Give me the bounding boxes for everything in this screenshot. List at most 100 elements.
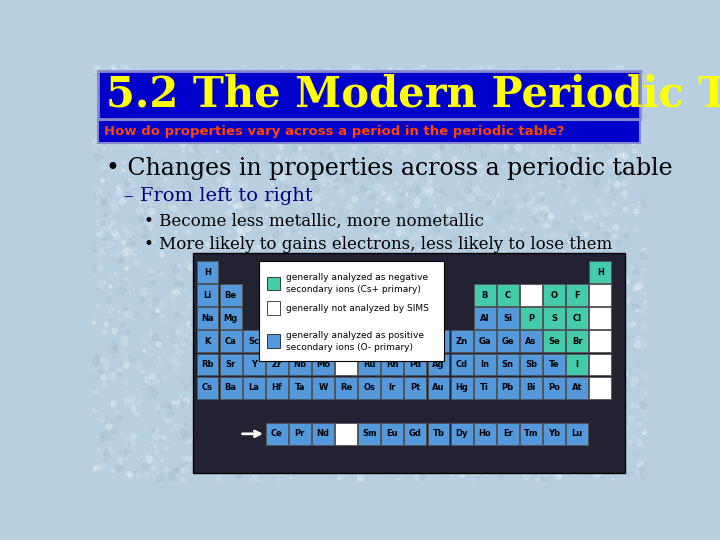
Text: Be: Be xyxy=(225,291,237,300)
Text: Cl: Cl xyxy=(572,314,582,323)
Text: Sb: Sb xyxy=(525,360,537,369)
Bar xyxy=(428,377,449,399)
Bar xyxy=(335,423,357,445)
Bar xyxy=(474,284,495,306)
Bar xyxy=(335,377,357,399)
Bar xyxy=(259,261,444,361)
Text: P: P xyxy=(528,314,534,323)
Text: H: H xyxy=(597,268,603,276)
Text: Ti: Ti xyxy=(272,337,282,346)
Bar xyxy=(194,253,625,473)
Bar xyxy=(428,354,449,375)
Text: Si: Si xyxy=(503,314,513,323)
Bar xyxy=(243,377,265,399)
Bar xyxy=(266,301,281,315)
Text: Lu: Lu xyxy=(572,429,582,438)
Text: Co: Co xyxy=(387,337,398,346)
Text: O: O xyxy=(551,291,557,300)
Text: Eu: Eu xyxy=(387,429,398,438)
Text: W: W xyxy=(318,383,328,392)
Text: • Become less metallic, more nometallic: • Become less metallic, more nometallic xyxy=(144,213,484,230)
Text: Re: Re xyxy=(340,383,352,392)
Bar xyxy=(98,120,640,143)
Bar xyxy=(566,284,588,306)
Bar xyxy=(382,354,403,375)
Text: S: S xyxy=(551,314,557,323)
Bar xyxy=(520,307,542,329)
Bar xyxy=(520,377,542,399)
Text: Ce: Ce xyxy=(271,429,283,438)
Bar xyxy=(289,423,311,445)
Bar xyxy=(266,377,288,399)
Bar xyxy=(197,377,218,399)
Bar xyxy=(405,377,426,399)
Text: Zr: Zr xyxy=(271,360,282,369)
Text: K: K xyxy=(204,337,211,346)
Text: Tm: Tm xyxy=(523,429,538,438)
Text: As: As xyxy=(525,337,536,346)
Text: F: F xyxy=(575,291,580,300)
Text: At: At xyxy=(572,383,582,392)
Text: Sc: Sc xyxy=(248,337,259,346)
Bar xyxy=(382,330,403,353)
Text: Ni: Ni xyxy=(410,337,420,346)
Bar xyxy=(289,354,311,375)
Text: Y: Y xyxy=(251,360,257,369)
Text: Al: Al xyxy=(480,314,490,323)
Bar xyxy=(497,330,519,353)
Text: La: La xyxy=(248,383,259,392)
Text: Ru: Ru xyxy=(363,360,375,369)
Text: 5.2 The Modern Periodic Table: 5.2 The Modern Periodic Table xyxy=(106,74,720,116)
Bar xyxy=(220,307,242,329)
Bar xyxy=(566,423,588,445)
Text: Mg: Mg xyxy=(223,314,238,323)
Text: Ti: Ti xyxy=(480,383,489,392)
Text: Hf: Hf xyxy=(271,383,282,392)
Text: Zn: Zn xyxy=(456,337,468,346)
Text: Cs: Cs xyxy=(202,383,213,392)
Text: Bi: Bi xyxy=(526,383,536,392)
Bar xyxy=(312,330,334,353)
Text: Tb: Tb xyxy=(433,429,444,438)
Bar xyxy=(312,354,334,375)
Text: Au: Au xyxy=(432,383,445,392)
Bar xyxy=(520,354,542,375)
Text: Pr: Pr xyxy=(294,429,305,438)
Text: Li: Li xyxy=(203,291,212,300)
Text: Cu: Cu xyxy=(433,337,444,346)
Text: C: C xyxy=(505,291,511,300)
Text: Dy: Dy xyxy=(455,429,468,438)
Text: Fe: Fe xyxy=(364,337,374,346)
Text: Sr: Sr xyxy=(225,360,235,369)
Bar xyxy=(474,330,495,353)
Bar xyxy=(520,423,542,445)
Bar xyxy=(197,284,218,306)
Bar xyxy=(405,330,426,353)
Text: Ca: Ca xyxy=(225,337,236,346)
Bar xyxy=(428,330,449,353)
Bar xyxy=(566,377,588,399)
Text: Sm: Sm xyxy=(362,429,377,438)
Bar xyxy=(589,330,611,353)
Bar xyxy=(428,423,449,445)
Bar xyxy=(474,423,495,445)
Text: Os: Os xyxy=(364,383,375,392)
Bar xyxy=(220,377,242,399)
Text: Na: Na xyxy=(201,314,214,323)
Bar xyxy=(220,330,242,353)
Text: Po: Po xyxy=(548,383,560,392)
Bar xyxy=(520,330,542,353)
Bar xyxy=(289,330,311,353)
Bar xyxy=(566,330,588,353)
Text: Pb: Pb xyxy=(502,383,514,392)
Text: generally not analyzed by SIMS: generally not analyzed by SIMS xyxy=(286,303,428,313)
Bar xyxy=(359,330,380,353)
Bar xyxy=(474,307,495,329)
Text: • Changes in properties across a periodic table: • Changes in properties across a periodi… xyxy=(106,157,672,180)
Bar xyxy=(474,377,495,399)
Bar xyxy=(359,354,380,375)
Text: Ta: Ta xyxy=(294,383,305,392)
Bar xyxy=(543,354,565,375)
Bar xyxy=(220,354,242,375)
Text: Nd: Nd xyxy=(317,429,330,438)
